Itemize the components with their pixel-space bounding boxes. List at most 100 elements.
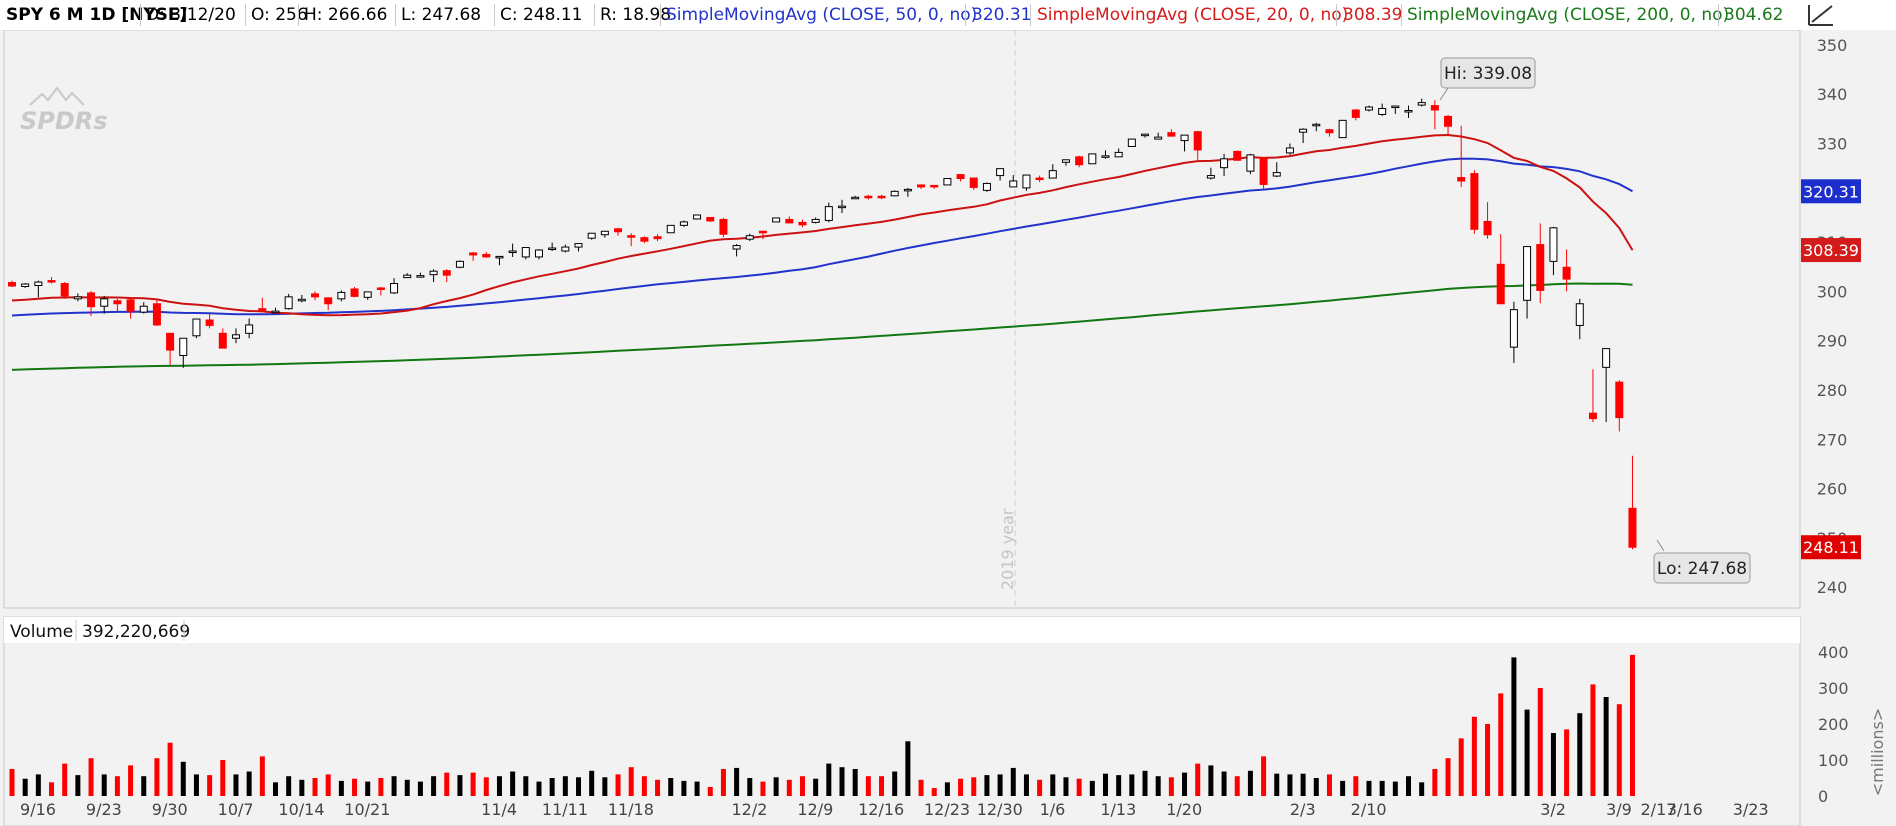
year-label: 2019 year [998,508,1017,590]
date-axis-tick: 3/9 [1606,800,1632,819]
candle-body [785,218,794,224]
candle-body [376,287,385,290]
volume-bar [562,776,568,796]
volume-bar [865,776,871,796]
volume-bar [1221,771,1227,796]
volume-bar [312,778,318,796]
candle-body [166,332,175,351]
volume-bar [1432,769,1438,796]
volume-bar [1261,756,1267,796]
volume-bar [799,776,805,796]
watermark-text: SPDRs [20,107,108,135]
volume-bar [233,774,239,796]
candle-body [311,293,320,298]
candle-body [693,214,702,220]
candle-body [1391,105,1400,109]
candle-body [1338,119,1347,139]
volume-bar [62,763,68,796]
symbol-label[interactable]: SPY 6 M 1D [NYSE] [6,5,188,25]
volume-axis-tick: 300 [1818,679,1849,698]
date-axis-tick: 1/13 [1100,800,1136,819]
volume-bar [1287,774,1293,796]
volume-bar [141,776,147,796]
volume-bar [879,776,885,796]
price-pane[interactable] [3,30,1801,609]
volume-bar [1577,713,1583,796]
volume-bar [655,779,661,796]
lo-callout: Lo: 247.68 [1653,539,1751,584]
candle-body [1470,173,1479,230]
volume-bar [615,774,621,796]
price-badge-label: 320.31 [1803,182,1859,201]
volume-bar [984,775,990,796]
volume-bar [378,778,384,796]
candle-body [442,270,451,276]
volume-bar [404,779,410,796]
sma50-label[interactable]: SimpleMovingAvg (CLOSE, 50, 0, no) [666,5,978,25]
candle-body [1575,303,1584,326]
sma200-line [11,282,1633,371]
spdrs-logo: SPDRs [20,86,108,135]
volume-bar [760,781,766,796]
candle-body [73,296,82,300]
candle-body [1457,177,1466,182]
date-axis-tick: 11/18 [608,800,654,819]
volume-label: Volume [10,622,73,642]
volume-bar [417,781,423,796]
candle-body [982,182,991,191]
volume-bar [1010,767,1016,796]
candle-body [627,235,636,238]
price-axis-tick: 280 [1817,381,1848,400]
candle-body [495,255,504,259]
volume-bar [786,779,792,796]
volume-bar [1274,773,1280,796]
date-axis-tick: 1/20 [1166,800,1202,819]
sma200-label[interactable]: SimpleMovingAvg (CLOSE, 200, 0, no) [1407,5,1730,25]
volume-bar [75,775,81,796]
volume-bar [1247,770,1253,796]
candle-body [1127,138,1136,147]
volume-bar [352,778,358,796]
date-axis-tick: 2/10 [1351,800,1387,819]
candle-body [1536,244,1545,291]
volume-bar [49,782,55,796]
candle-body [1220,158,1229,169]
candle-body [1009,180,1018,188]
header-divider [395,4,396,26]
volume-bar [1102,773,1108,796]
candle-body [469,252,478,256]
candle-body [943,178,952,186]
candle-body [1496,263,1505,305]
candle-body [864,195,873,199]
sma200-value: 304.62 [1724,5,1784,25]
date-axis-tick: 12/23 [924,800,970,819]
volume-bar [1379,780,1385,796]
candle-body [824,206,833,221]
volume-bar [1050,774,1056,796]
candle-body [1588,412,1597,420]
candle-body [1364,106,1373,111]
volume-bar [9,769,15,796]
price-axis-tick: 350 [1817,36,1848,55]
date-axis-tick: 12/30 [977,800,1023,819]
volume-bar [1208,765,1214,796]
date-axis-tick: 3/16 [1667,800,1703,819]
candle-body [1246,154,1255,172]
candle-body [297,298,306,302]
volume-bar [365,781,371,796]
price-volume-chart[interactable]: 2019 year SPDRs 240250260270280290300310… [0,30,1896,826]
candle-body [1206,175,1215,179]
drawing-tool-icon[interactable] [1806,2,1836,28]
volume-bar [470,772,476,796]
candle-body [1483,220,1492,236]
sma20-label[interactable]: SimpleMovingAvg (CLOSE, 20, 0, no) [1037,5,1349,25]
volume-bar [1419,782,1425,796]
volume-bar [325,774,331,796]
volume-bar [681,780,687,796]
candle-body [1141,133,1150,137]
price-axis-tick: 340 [1817,85,1848,104]
candle-body [679,221,688,226]
date-axis-tick: 11/11 [542,800,588,819]
header-divider [1718,4,1719,26]
volume-bar [220,760,226,796]
